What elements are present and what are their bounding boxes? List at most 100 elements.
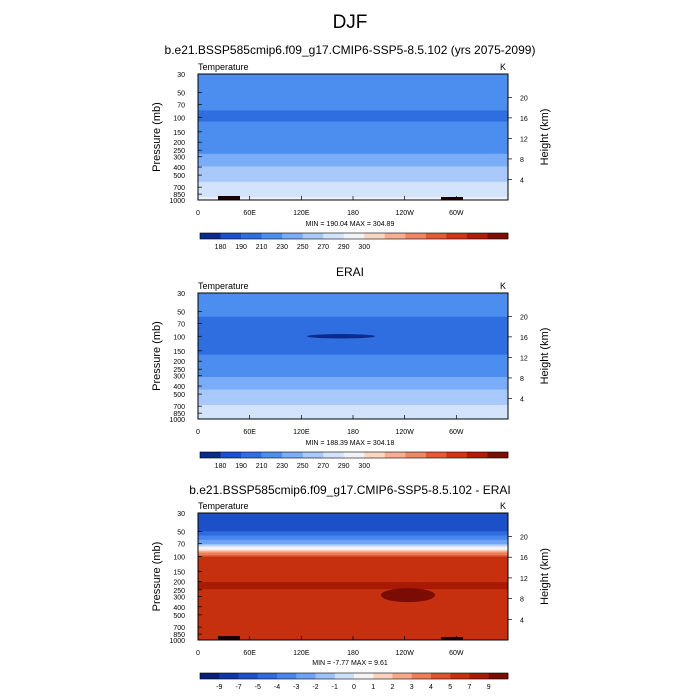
contour-band bbox=[198, 386, 508, 389]
contour-band bbox=[198, 625, 508, 628]
contour-band bbox=[198, 312, 508, 315]
contour-band bbox=[198, 99, 508, 101]
contour-band bbox=[198, 139, 508, 142]
contour-band bbox=[198, 74, 508, 76]
contour-band bbox=[198, 93, 508, 96]
colorbar-label: 250 bbox=[297, 244, 309, 251]
units-label: K bbox=[500, 62, 506, 72]
y-tick-label: 1000 bbox=[169, 638, 185, 645]
colorbar-swatch bbox=[220, 452, 242, 458]
y-tick-label: 1000 bbox=[169, 198, 185, 205]
panel-3-title: b.e21.BSSP585cmip6.f09_g17.CMIP6-SSP5-8.… bbox=[189, 483, 511, 497]
contour-band bbox=[198, 372, 508, 375]
contour-band bbox=[198, 315, 508, 318]
contour-band bbox=[198, 603, 508, 606]
contour-band bbox=[198, 116, 508, 118]
colorbar-label: 230 bbox=[276, 244, 288, 251]
contour-band bbox=[198, 330, 508, 333]
contour-band bbox=[198, 596, 508, 599]
y-tick-label: 400 bbox=[173, 384, 185, 391]
contour-band bbox=[198, 353, 508, 355]
heatmap-panel-2: Temperature K3050701001502002503004005007… bbox=[151, 281, 551, 436]
contour-band bbox=[198, 379, 508, 382]
y-tick-label: 200 bbox=[173, 580, 185, 587]
y-right-tick-label: 8 bbox=[520, 597, 524, 604]
contour-band bbox=[198, 377, 508, 379]
contour-band bbox=[198, 138, 508, 141]
x-tick-label: 0 bbox=[196, 210, 200, 217]
contour-band bbox=[198, 606, 508, 608]
contour-band bbox=[198, 293, 508, 295]
contour-band bbox=[198, 325, 508, 327]
y-tick-label: 200 bbox=[173, 140, 185, 147]
contour-band bbox=[198, 181, 508, 184]
contour-band bbox=[198, 628, 508, 631]
colorbar-3: -9 -7 -5 -4 -3 -2 -1 0 1 2 3 4 5 7 9 bbox=[199, 672, 509, 691]
colorbar-label: -5 bbox=[255, 684, 261, 691]
contour-band bbox=[198, 75, 508, 78]
contour-band bbox=[198, 188, 508, 191]
colorbar-label: 230 bbox=[276, 463, 288, 470]
contour-band bbox=[198, 535, 508, 538]
contour-band bbox=[198, 573, 508, 576]
contour-band bbox=[198, 152, 508, 155]
y-right-axis-title: Height (km) bbox=[539, 109, 551, 166]
colorbar-swatch bbox=[450, 673, 470, 679]
contour-band bbox=[198, 562, 508, 565]
colorbar-label: 270 bbox=[317, 244, 329, 251]
contour-band bbox=[198, 391, 508, 393]
y-tick-label: 500 bbox=[173, 392, 185, 399]
contour-band bbox=[198, 600, 508, 603]
contour-band bbox=[198, 545, 508, 548]
contour-band bbox=[198, 538, 508, 541]
contour-band bbox=[198, 388, 508, 390]
contour-band bbox=[198, 118, 508, 121]
y-right-tick-label: 12 bbox=[520, 576, 528, 583]
contour-band bbox=[198, 364, 508, 367]
contour-band bbox=[198, 95, 508, 97]
contour-band bbox=[198, 177, 508, 180]
contour-band bbox=[198, 542, 508, 545]
y-tick-label: 70 bbox=[177, 321, 185, 328]
x-tick-label: 60E bbox=[243, 429, 256, 436]
x-tick-label: 0 bbox=[196, 650, 200, 657]
contour-band bbox=[198, 85, 508, 87]
contour-band bbox=[198, 170, 508, 173]
y-tick-label: 30 bbox=[177, 291, 185, 298]
colorbar-swatch bbox=[411, 673, 432, 679]
contour-band bbox=[198, 357, 508, 360]
contour-band bbox=[198, 361, 508, 364]
contour-band bbox=[198, 539, 508, 542]
y-tick-label: 100 bbox=[173, 334, 185, 341]
contour-band bbox=[198, 156, 508, 159]
contour-band bbox=[198, 536, 508, 539]
x-tick-label: 120W bbox=[396, 650, 415, 657]
x-tick-label: 60W bbox=[449, 210, 464, 217]
y-right-tick-label: 16 bbox=[520, 116, 528, 123]
contour-band bbox=[198, 342, 508, 344]
colorbar-swatch bbox=[466, 452, 488, 458]
contour-band bbox=[198, 319, 508, 322]
contour-band bbox=[198, 167, 508, 170]
contour-band bbox=[198, 162, 508, 164]
contour-band bbox=[198, 385, 508, 388]
contour-band bbox=[198, 548, 508, 551]
colorbar-label: 9 bbox=[487, 684, 491, 691]
colorbar-label: -4 bbox=[274, 684, 280, 691]
colorbar-swatch bbox=[487, 233, 509, 239]
y-right-tick-label: 8 bbox=[520, 157, 524, 164]
contour-band bbox=[198, 337, 508, 340]
colorbar-swatch bbox=[219, 673, 239, 679]
contour-band bbox=[198, 584, 508, 587]
contour-band bbox=[198, 370, 508, 372]
contour-band bbox=[198, 558, 508, 560]
contour-band bbox=[198, 304, 508, 306]
contour-band bbox=[198, 194, 508, 197]
contour-band bbox=[198, 124, 508, 127]
contour-band bbox=[198, 616, 508, 618]
contour-band bbox=[198, 318, 508, 320]
y-tick-label: 250 bbox=[173, 588, 185, 595]
colorbar-swatch bbox=[261, 452, 283, 458]
contour-band bbox=[198, 601, 508, 604]
contour-band bbox=[198, 137, 508, 139]
